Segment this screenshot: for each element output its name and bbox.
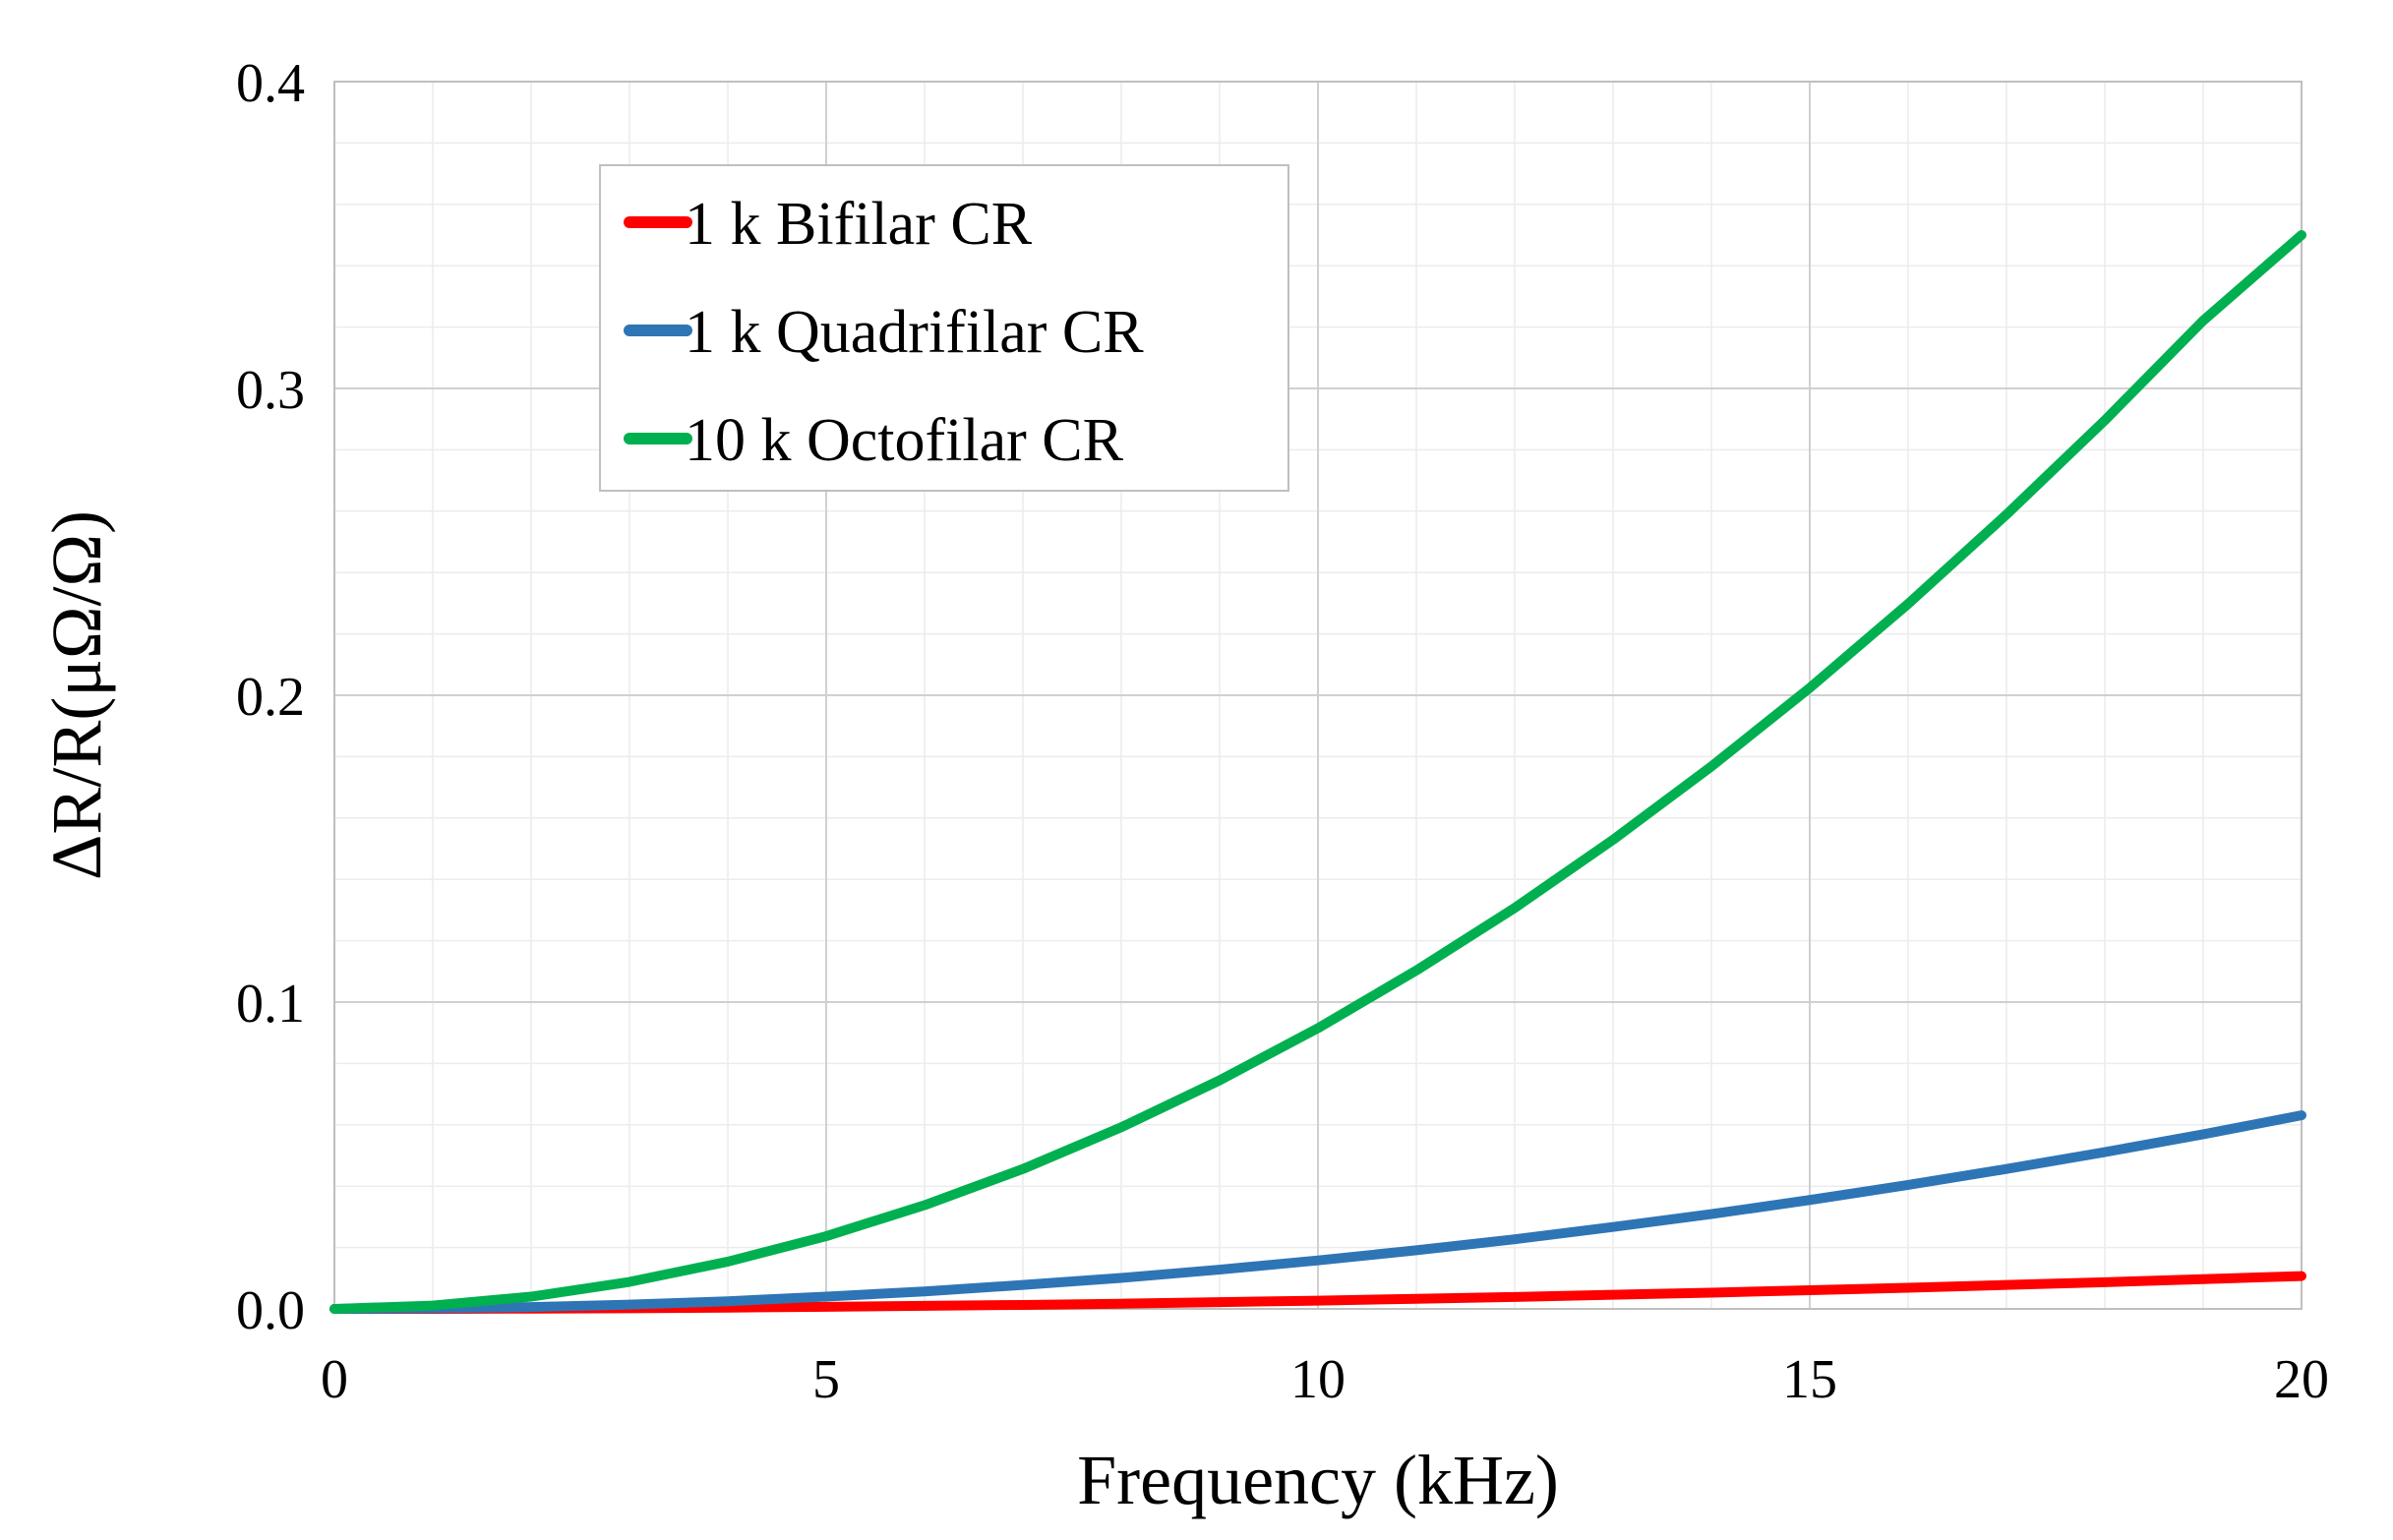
y-tick-label: 0.1 [236,974,305,1035]
y-tick-label: 0.2 [236,667,305,728]
x-tick-label: 20 [2274,1349,2329,1410]
x-axis-title: Frequency (kHz) [1077,1441,1559,1519]
y-axis-title: ΔR/R(μΩ/Ω) [37,510,116,880]
legend-box [599,164,1289,492]
legend-label-1: 1 k Quadrifilar CR [685,299,1144,366]
y-tick-label: 0.4 [236,53,305,114]
x-tick-label: 0 [321,1349,348,1410]
x-tick-label: 10 [1290,1349,1346,1410]
legend: 1 k Bifilar CR 1 k Quadrifilar CR 10 k Oct… [599,164,1289,492]
plot-frame [333,81,2303,1310]
plot-border [333,81,2303,1310]
axis-layer: 0 5 10 15 20 0.0 0.1 0.2 0.3 0.4 Frequency (kHz) ΔR… [37,53,2329,1519]
series-line-2 [329,230,2306,1314]
series-layer [329,230,2306,1314]
y-tick-label: 0.0 [236,1280,305,1341]
x-tick-label: 5 [812,1349,840,1410]
y-tick-label: 0.3 [236,360,305,421]
series-line-1 [329,1110,2306,1314]
x-tick-label: 15 [1782,1349,1837,1410]
legend-label-0: 1 k Bifilar CR [685,191,1033,258]
legend-label-2: 10 k Octofilar CR [685,407,1124,474]
